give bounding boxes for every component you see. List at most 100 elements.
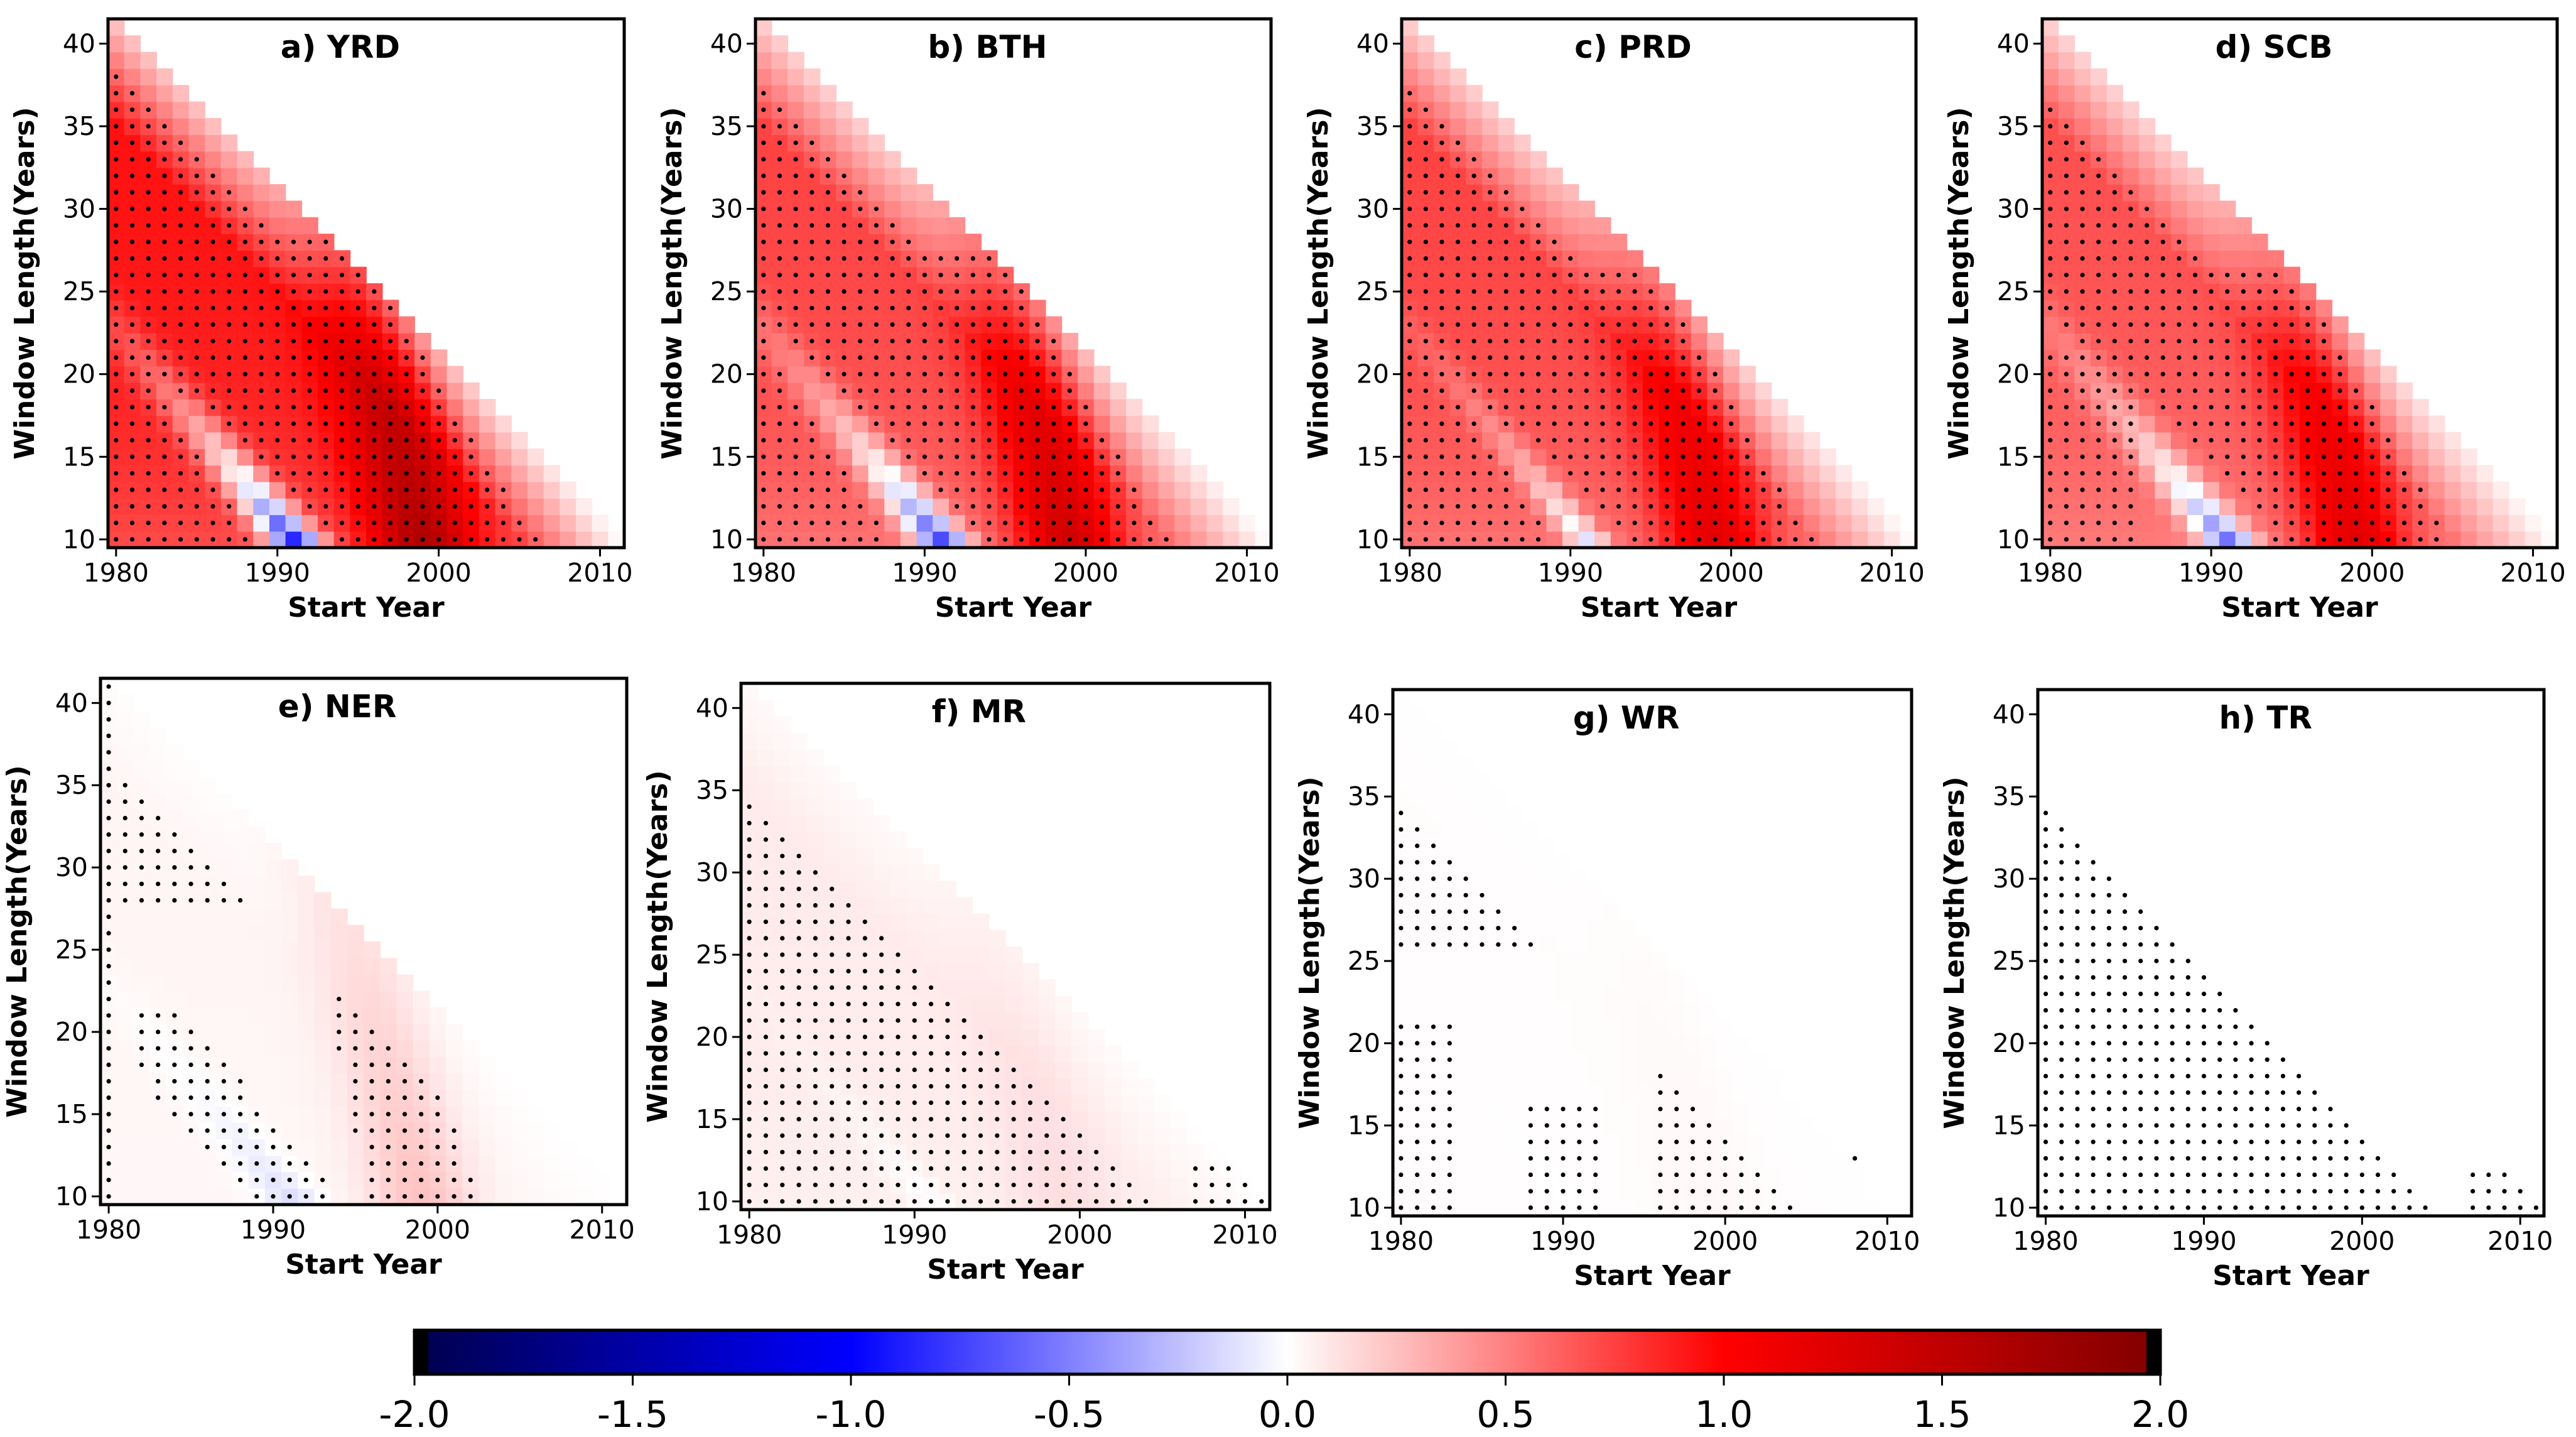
heatmap-cell [2138, 498, 2156, 516]
significance-dot [2096, 537, 2101, 542]
significance-dot [162, 124, 167, 129]
significance-dot [162, 273, 167, 278]
significance-dot [386, 1095, 391, 1100]
significance-dot [2192, 404, 2198, 409]
significance-dot [1552, 305, 1557, 311]
significance-dot [2177, 239, 2182, 244]
heatmap-cell [1223, 514, 1240, 532]
significance-dot [970, 339, 975, 344]
heatmap-cell [1238, 531, 1256, 548]
heatmap-cell [836, 399, 853, 416]
heatmap-cell [2412, 465, 2429, 482]
heatmap-cell [1836, 514, 1853, 532]
significance-dot [2128, 273, 2133, 278]
significance-dot [1455, 438, 1461, 443]
significance-dot [1584, 339, 1589, 344]
significance-dot [1439, 206, 1444, 212]
significance-dot [1664, 520, 1669, 526]
significance-dot [2192, 438, 2198, 443]
significance-dot [890, 256, 895, 261]
heatmap-cell [215, 1171, 233, 1189]
significance-dot [353, 1128, 358, 1133]
significance-dot [2080, 454, 2085, 459]
heatmap-cell [1787, 481, 1804, 499]
significance-dot [2080, 487, 2085, 492]
heatmap-cell [868, 184, 885, 202]
significance-dot [906, 355, 911, 361]
significance-dot [323, 372, 328, 377]
heatmap-cell [774, 782, 791, 800]
panel-title: b) BTH [928, 29, 1047, 65]
significance-dot [404, 404, 409, 409]
significance-dot [2112, 388, 2117, 393]
heatmap-cell [1449, 101, 1467, 119]
significance-dot [761, 239, 766, 244]
heatmap-cell [149, 908, 167, 926]
significance-dot [2080, 388, 2085, 393]
significance-dot [2273, 289, 2278, 294]
heatmap-cell [215, 925, 233, 942]
heatmap-cell [956, 897, 973, 914]
significance-dot [1648, 305, 1653, 311]
heatmap-cell [1530, 481, 1547, 499]
heatmap-cell [220, 134, 238, 152]
heatmap-cell [906, 864, 924, 882]
significance-dot [1552, 256, 1557, 261]
significance-dot [2209, 388, 2214, 393]
significance-dot [1568, 470, 1573, 476]
significance-dot [777, 404, 782, 409]
significance-dot [106, 914, 111, 919]
significance-dot [369, 1144, 374, 1149]
significance-dot [242, 372, 247, 377]
significance-dot [323, 322, 328, 327]
heatmap-cell [1819, 514, 1836, 532]
heatmap-cell [232, 908, 249, 926]
significance-dot [761, 421, 766, 426]
heatmap-cell [133, 974, 151, 992]
significance-dot [227, 206, 232, 212]
heatmap-cell [1481, 151, 1499, 168]
significance-dot [1616, 470, 1621, 476]
heatmap-cell [205, 134, 222, 152]
heatmap-cell [347, 1188, 364, 1205]
heatmap-cell [172, 117, 190, 135]
significance-dot [1439, 520, 1444, 526]
heatmap-cell [1514, 184, 1531, 202]
heatmap-cell [2251, 250, 2268, 268]
significance-dot [114, 173, 119, 178]
heatmap-cell [1481, 101, 1499, 119]
significance-dot [1535, 388, 1541, 393]
heatmap-cell [1038, 1078, 1056, 1095]
significance-dot [452, 1178, 457, 1183]
significance-dot [436, 487, 441, 492]
heatmap-cell [2203, 481, 2220, 499]
significance-dot [1535, 289, 1541, 294]
significance-dot [890, 355, 895, 361]
heatmap-cell [215, 1040, 233, 1058]
significance-dot [2048, 173, 2053, 178]
significance-dot [938, 404, 943, 409]
heatmap-cell [916, 217, 934, 234]
significance-dot [1535, 305, 1541, 311]
significance-dot [1423, 223, 1428, 228]
significance-dot [1100, 504, 1105, 509]
heatmap-cell [149, 941, 167, 958]
significance-dot [890, 322, 895, 327]
significance-dot [858, 537, 863, 542]
significance-dot [1648, 454, 1653, 459]
significance-dot [1439, 355, 1444, 361]
significance-dot [858, 256, 863, 261]
significance-dot [1019, 454, 1024, 459]
heatmap-cell [2251, 531, 2268, 548]
significance-dot [139, 799, 144, 805]
significance-dot [1503, 239, 1508, 244]
significance-dot [987, 339, 992, 344]
significance-dot [404, 355, 409, 361]
significance-dot [970, 372, 975, 377]
significance-dot [2241, 470, 2246, 476]
significance-dot [254, 1178, 259, 1183]
heatmap-cell [1739, 366, 1756, 383]
significance-dot [842, 504, 847, 509]
